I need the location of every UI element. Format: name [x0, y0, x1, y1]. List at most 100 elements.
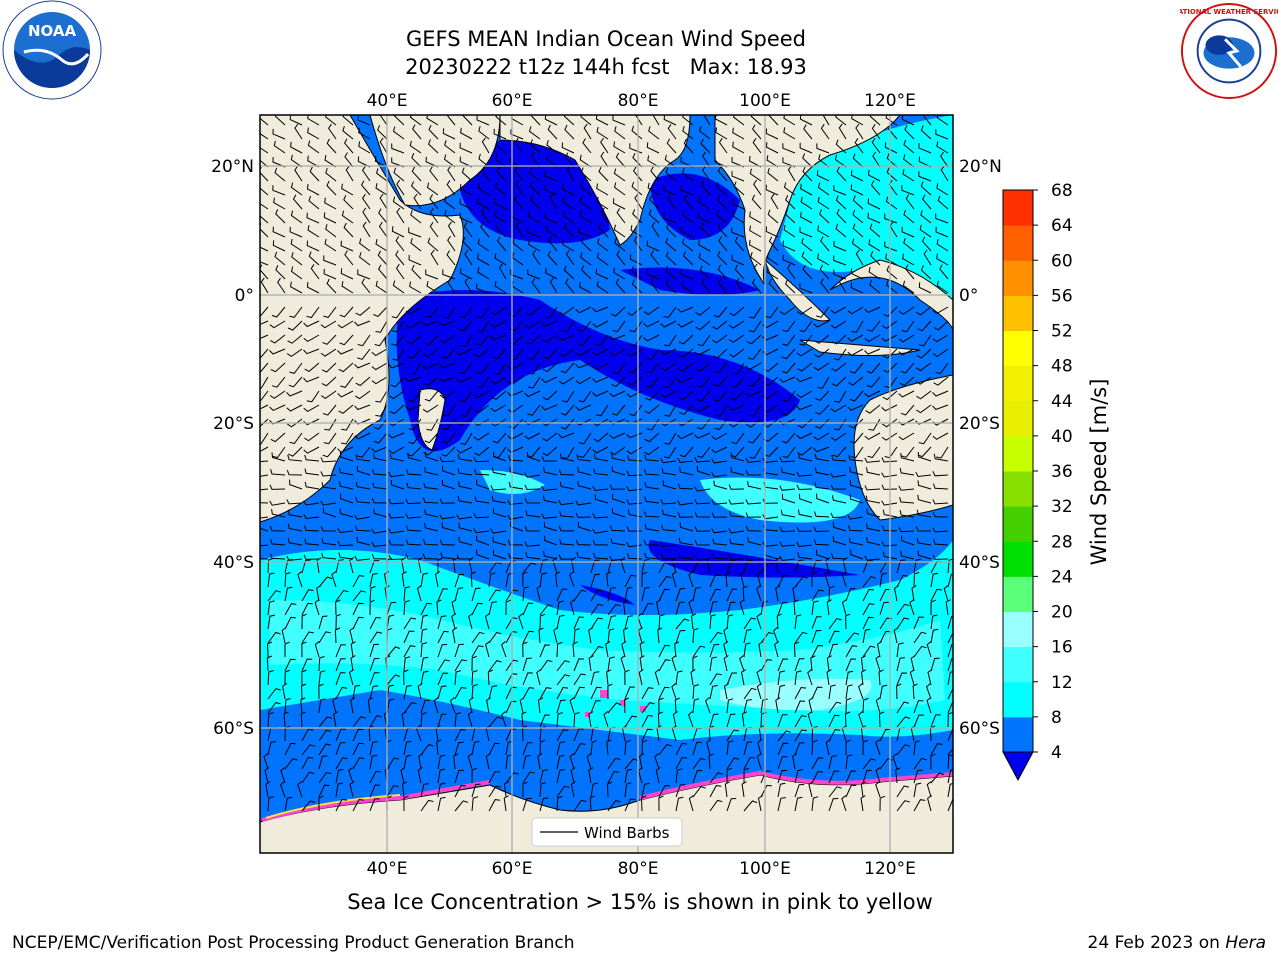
wind-barb — [556, 641, 563, 658]
wind-barb — [612, 198, 626, 210]
wind-barb — [524, 390, 541, 398]
wind-barb — [918, 282, 932, 294]
wind-barb — [491, 306, 507, 316]
wind-barb — [904, 124, 915, 140]
wind-barb — [779, 555, 796, 562]
wind-barb — [930, 772, 945, 784]
wind-barb — [473, 528, 490, 534]
wind-barb — [647, 155, 660, 168]
wind-barb — [634, 193, 643, 210]
lat-tick-left: 20°N — [211, 157, 254, 177]
wind-barb — [552, 557, 558, 574]
wind-barb — [573, 712, 580, 728]
wind-barb — [845, 784, 857, 798]
wind-barb — [765, 184, 779, 196]
wind-barb — [513, 194, 524, 210]
wind-barb — [522, 562, 537, 574]
wind-barb — [692, 645, 706, 658]
wind-barb — [682, 115, 694, 126]
wind-barb — [338, 467, 354, 476]
wind-barb — [522, 641, 528, 658]
lat-tick-left: 40°S — [213, 553, 254, 573]
wind-barb — [713, 362, 728, 374]
wind-barb — [389, 453, 405, 462]
wind-barb — [920, 125, 932, 140]
wind-barb — [745, 512, 762, 518]
wind-barb — [460, 432, 473, 445]
wind-barb — [879, 728, 891, 742]
wind-barb — [596, 183, 609, 196]
wind-barb — [756, 753, 762, 770]
wind-barb — [783, 127, 796, 140]
wind-barb — [304, 538, 320, 546]
wind-barb — [909, 599, 915, 616]
wind-barb — [420, 656, 429, 672]
wind-barb — [576, 454, 592, 462]
wind-barb — [882, 551, 898, 560]
wind-barb — [471, 602, 483, 616]
wind-barb — [610, 538, 626, 546]
wind-barb — [522, 571, 528, 588]
wind-barb — [677, 306, 694, 313]
wind-barb — [709, 713, 719, 728]
wind-barb — [658, 744, 672, 756]
wind-barb — [936, 446, 949, 459]
wind-barb — [562, 197, 575, 210]
wind-barb — [777, 602, 788, 616]
wind-barb — [794, 658, 805, 672]
wind-barb — [913, 700, 924, 714]
wind-barb — [560, 362, 575, 374]
wind-barb — [352, 590, 366, 602]
wind-barb — [748, 320, 762, 333]
wind-barb — [476, 549, 490, 560]
wind-barb — [833, 240, 847, 252]
wind-barb — [607, 800, 621, 812]
wind-barb — [286, 404, 303, 412]
wind-barb — [335, 798, 348, 812]
wind-barb — [811, 589, 824, 602]
wind-barb — [641, 714, 654, 728]
wind-barb — [424, 432, 439, 444]
wind-barb — [865, 495, 881, 504]
wind-barb — [724, 781, 730, 798]
wind-barb — [742, 585, 748, 602]
wind-barb — [260, 334, 269, 340]
wind-barb — [732, 141, 745, 154]
wind-barb — [864, 348, 881, 355]
wind-barb — [287, 537, 303, 546]
wind-barb — [918, 171, 932, 182]
wind-barb — [819, 209, 830, 224]
wind-barb — [306, 184, 320, 196]
wind-barb — [869, 115, 881, 126]
wind-barb — [848, 537, 864, 546]
wind-barb — [349, 557, 355, 574]
lon-tick-top: 120°E — [864, 91, 916, 111]
wind-barb — [935, 226, 949, 238]
wind-barb — [452, 627, 458, 644]
wind-barb — [870, 180, 881, 196]
wind-barb — [613, 141, 626, 154]
wind-barb — [947, 769, 953, 784]
wind-barb — [260, 474, 269, 477]
wind-barb — [377, 125, 388, 140]
wind-barb — [717, 278, 728, 294]
wind-barb — [835, 195, 847, 210]
wind-barb — [558, 525, 575, 532]
wind-barb — [845, 670, 854, 686]
wind-barb — [913, 782, 922, 798]
wind-barb — [260, 544, 269, 547]
wind-barb — [460, 127, 473, 140]
wind-barb — [765, 142, 779, 154]
wind-barb — [922, 115, 932, 126]
wind-barb — [910, 655, 916, 672]
wind-barb — [657, 627, 663, 644]
wind-barb — [734, 236, 745, 252]
wind-barb — [549, 277, 558, 294]
wind-barb — [289, 306, 303, 318]
wind-barb — [696, 376, 711, 388]
wind-barb — [828, 770, 840, 784]
wind-barb — [852, 153, 864, 168]
wind-barb — [611, 507, 626, 518]
wind-barb — [476, 283, 490, 294]
wind-barb — [926, 641, 932, 658]
